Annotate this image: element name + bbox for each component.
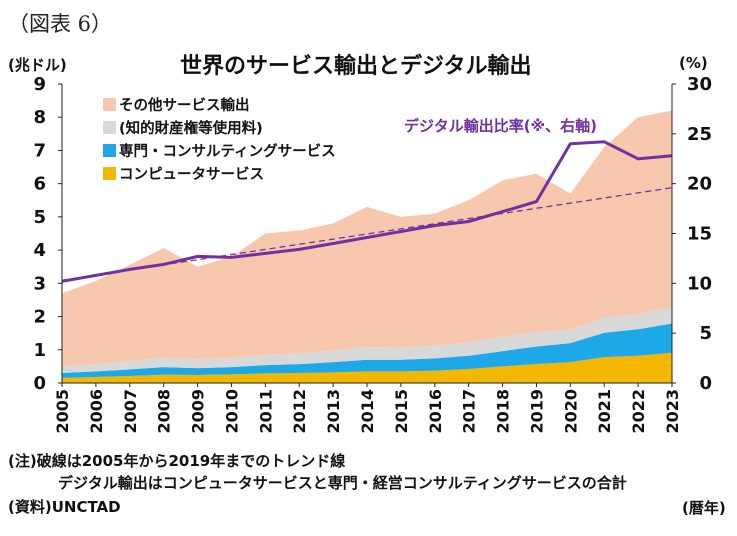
y-left-tick-label: 4 [33, 240, 46, 261]
legend-swatch [103, 167, 116, 180]
trend-line [61, 187, 673, 281]
x-tick-label: 2010 [222, 389, 241, 434]
chart-title: 世界のサービス輸出とデジタル輸出 [180, 54, 532, 79]
y-right-tick-label: 15 [687, 224, 712, 245]
x-tick-label: 2020 [561, 389, 580, 434]
legend-swatch [103, 121, 116, 134]
y-right-tick-label: 25 [687, 124, 712, 145]
y-left-tick-label: 2 [33, 307, 46, 328]
x-tick-label: 2013 [324, 389, 343, 434]
legend-swatch [103, 144, 116, 157]
y-left-tick-label: 6 [33, 174, 46, 195]
x-tick-label: 2014 [358, 389, 377, 434]
y-right-tick-label: 30 [687, 74, 712, 95]
y-right-tick-label: 0 [699, 373, 712, 394]
y-left-tick-label: 7 [33, 140, 46, 161]
y-right-tick-label: 5 [699, 323, 712, 344]
y-left-tick-label: 3 [33, 273, 46, 294]
x-tick-label: 2023 [663, 389, 682, 434]
note-line-1: (注)破線は2005年から2019年までのトレンド線 [8, 452, 346, 470]
legend-label: その他サービス輸出 [119, 96, 250, 114]
legend-label: コンピュータサービス [119, 166, 264, 183]
y-right-tick-label: 10 [687, 273, 712, 294]
x-tick-label: 2005 [53, 389, 72, 434]
x-tick-label: 2021 [595, 389, 614, 434]
y-left-tick-label: 0 [33, 373, 46, 394]
left-axis-unit: (兆ドル) [8, 56, 67, 74]
y-left-tick-label: 8 [33, 107, 46, 128]
x-tick-label: 2017 [460, 389, 479, 434]
x-tick-label: 2018 [494, 389, 513, 434]
x-axis-unit: (暦年) [682, 499, 726, 517]
y-left-tick-label: 9 [33, 74, 46, 95]
x-tick-label: 2015 [392, 389, 411, 434]
area-series-0 [62, 352, 672, 383]
x-tick-label: 2016 [426, 389, 445, 434]
x-tick-label: 2009 [189, 389, 208, 434]
x-tick-label: 2011 [256, 389, 275, 434]
x-tick-label: 2006 [87, 389, 106, 434]
x-tick-label: 2012 [290, 389, 309, 434]
legend-label: (知的財産権等使用料) [119, 119, 263, 137]
area-series-1 [62, 323, 672, 378]
area-series-2 [62, 306, 672, 373]
right-axis-unit: (%) [679, 54, 708, 72]
x-tick-label: 2019 [527, 389, 546, 434]
legend-label: 専門・コンサルティングサービス [119, 142, 336, 160]
x-tick-label: 2022 [629, 389, 648, 434]
source-note: (資料)UNCTAD [8, 498, 121, 516]
legend-swatch [103, 98, 116, 111]
y-left-tick-label: 5 [33, 207, 46, 228]
x-tick-label: 2007 [121, 389, 140, 434]
y-right-tick-label: 20 [687, 174, 712, 195]
x-tick-label: 2008 [155, 389, 174, 434]
figure-label: （図表 6） [8, 12, 113, 36]
ratio-line-annotation: デジタル輸出比率(※、右軸) [404, 117, 597, 135]
note-line-2: デジタル輸出はコンピュータサービスと専門・経営コンサルティングサービスの合計 [58, 474, 627, 492]
y-left-tick-label: 1 [33, 340, 46, 361]
